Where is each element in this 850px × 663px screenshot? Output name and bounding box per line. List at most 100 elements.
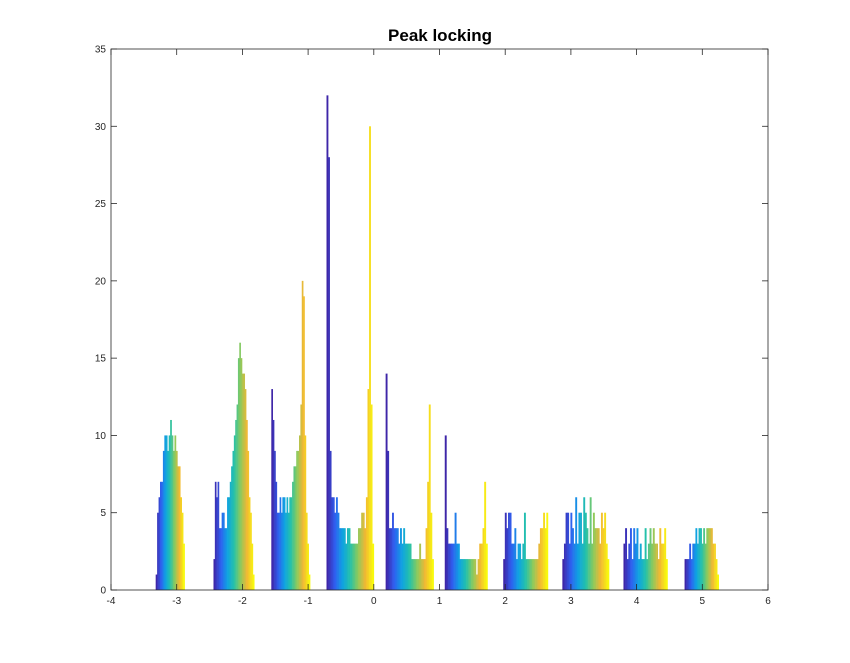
bar <box>659 528 662 590</box>
bar <box>362 512 365 590</box>
bar <box>335 497 338 590</box>
y-tick-label: 25 <box>95 199 107 210</box>
bar <box>283 497 286 590</box>
bar <box>591 543 594 590</box>
bar <box>217 481 220 590</box>
bar <box>351 543 354 590</box>
bar <box>276 512 279 590</box>
bar <box>715 559 718 590</box>
bar-group-3 <box>271 280 311 590</box>
bar <box>282 497 285 590</box>
bar <box>275 481 278 590</box>
bar <box>623 543 626 590</box>
bar <box>530 559 533 590</box>
bar <box>358 528 360 590</box>
bar <box>660 543 663 590</box>
bar <box>278 512 280 590</box>
bar <box>701 543 704 590</box>
bar <box>692 543 695 590</box>
bar <box>247 450 250 590</box>
bar <box>714 543 716 590</box>
bar <box>654 543 657 590</box>
bar <box>289 497 291 590</box>
bar <box>599 543 602 590</box>
bar <box>511 543 514 590</box>
bar <box>237 358 240 590</box>
bar <box>475 574 478 590</box>
bar <box>536 559 539 590</box>
bar <box>695 528 698 590</box>
bar <box>546 512 549 590</box>
bar <box>401 543 404 590</box>
bar <box>690 559 693 590</box>
bar <box>651 543 654 590</box>
bar <box>578 512 581 590</box>
bar <box>602 528 605 590</box>
y-tick-label: 5 <box>100 508 106 519</box>
bar <box>508 512 510 590</box>
bar-group-2 <box>213 342 255 590</box>
bar <box>647 543 650 590</box>
bar <box>236 404 239 590</box>
bar <box>243 373 246 590</box>
bar <box>370 404 373 590</box>
x-tick-label: -2 <box>238 596 247 607</box>
bar <box>469 559 472 590</box>
bar <box>246 419 248 590</box>
bar <box>644 528 647 590</box>
x-tick-label: 4 <box>634 596 640 607</box>
bar <box>239 342 241 590</box>
bar <box>228 497 231 590</box>
bar <box>232 450 235 590</box>
bar <box>428 404 431 590</box>
bar <box>456 543 459 590</box>
bar <box>520 559 523 590</box>
bar <box>444 435 447 590</box>
bar <box>231 466 233 590</box>
bar <box>600 512 603 590</box>
bar <box>387 450 390 590</box>
bar <box>423 559 426 590</box>
bar <box>573 543 576 590</box>
bar <box>367 389 370 590</box>
bar <box>480 543 483 590</box>
y-tick-label: 10 <box>95 431 107 442</box>
bar <box>337 512 340 590</box>
bar <box>698 528 701 590</box>
y-axis-ticks: 0 5 10 15 20 25 30 35 <box>95 45 768 597</box>
bar <box>396 528 399 590</box>
bar <box>431 559 434 590</box>
bar <box>687 559 690 590</box>
bar <box>535 559 538 590</box>
bar <box>649 528 652 590</box>
bar <box>710 528 713 590</box>
bar <box>633 528 636 590</box>
bar <box>583 497 586 590</box>
bar <box>162 450 165 590</box>
bar <box>539 528 542 590</box>
bar <box>252 574 255 590</box>
bar <box>174 435 177 590</box>
bar <box>523 512 526 590</box>
bar <box>214 481 217 590</box>
x-tick-label: -4 <box>107 596 116 607</box>
bar <box>457 543 460 590</box>
bar <box>398 543 401 590</box>
bar <box>664 528 667 590</box>
bar <box>393 528 396 590</box>
bar <box>339 528 341 590</box>
bar <box>408 543 410 590</box>
bar-group-9 <box>623 528 668 590</box>
bar <box>594 528 597 590</box>
bar <box>639 543 642 590</box>
bar <box>403 528 406 590</box>
bar <box>412 559 415 590</box>
bar <box>416 559 418 590</box>
bar <box>631 559 634 590</box>
bar <box>596 528 599 590</box>
bar <box>484 481 487 590</box>
bar <box>580 512 582 590</box>
bar <box>223 512 225 590</box>
bar <box>625 528 628 590</box>
